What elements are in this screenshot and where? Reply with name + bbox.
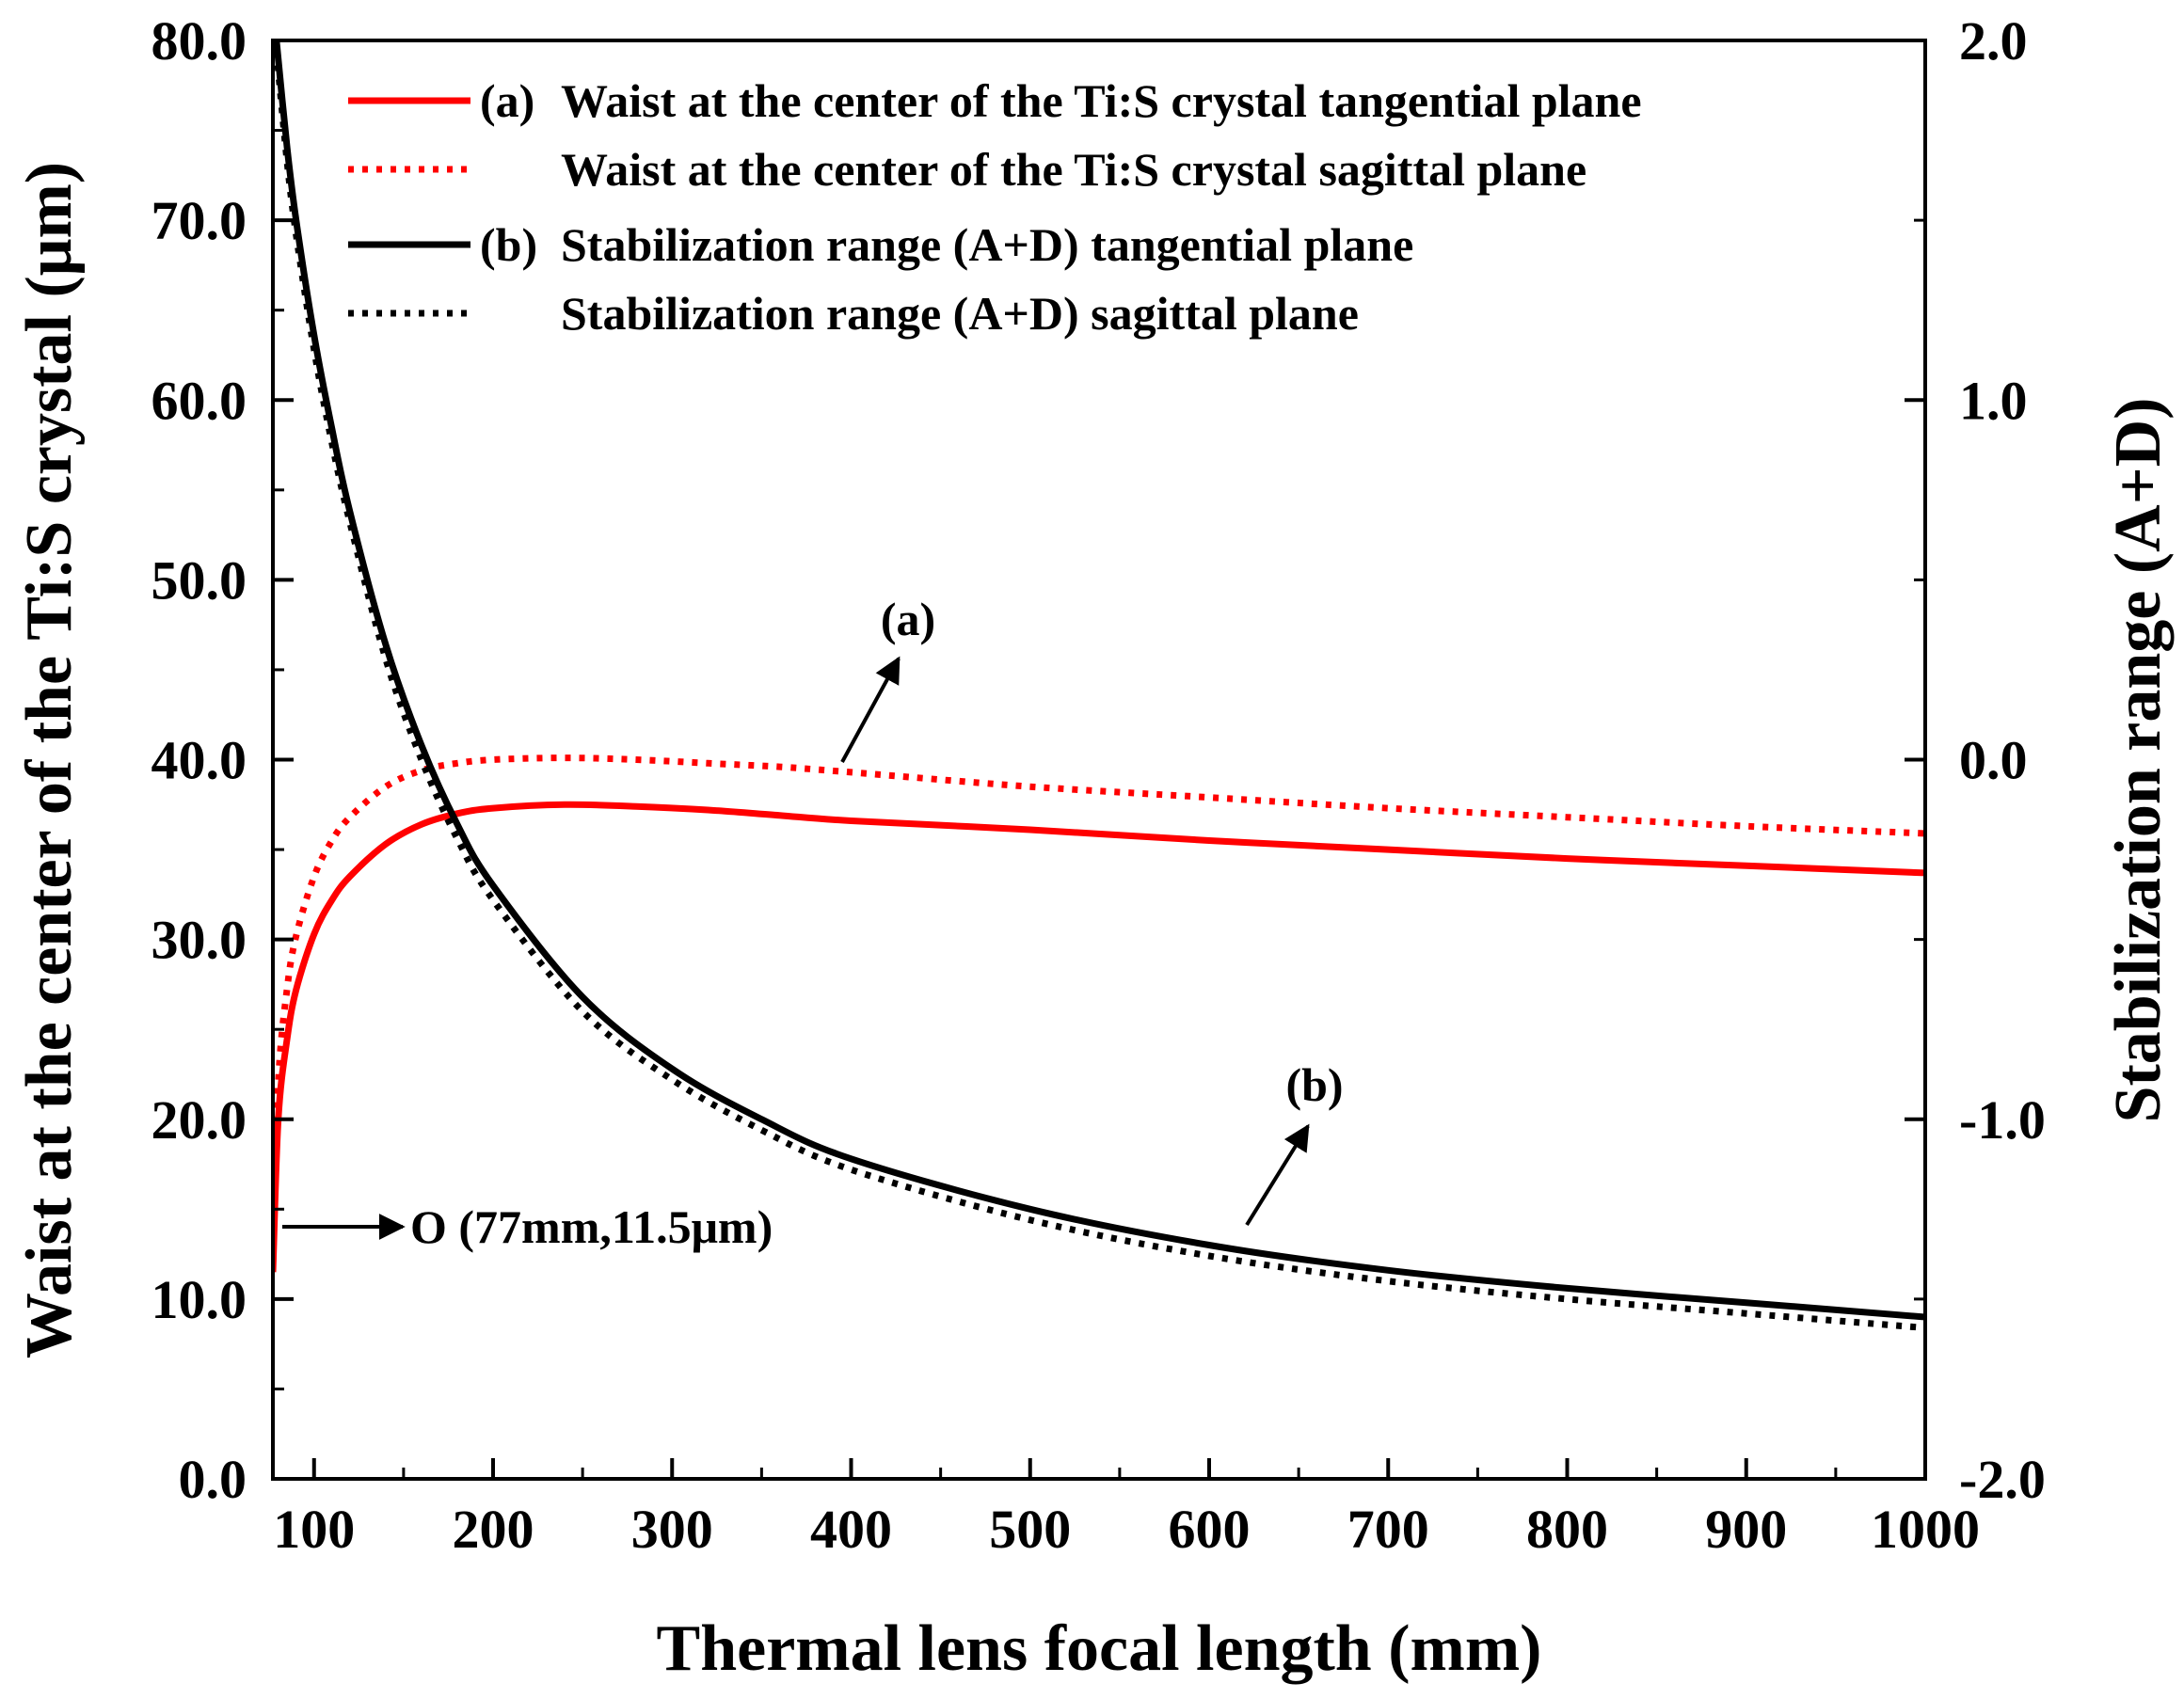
y-axis-left: 0.0 10.0 20.0 30.0 40.0 50.0 60.0 70.0 80.0 [151, 10, 294, 1510]
x-tick-label-500: 500 [989, 1499, 1071, 1560]
x-tick-label-100: 100 [273, 1499, 355, 1560]
y-left-tick-label-10: 10.0 [151, 1269, 247, 1330]
y-left-tick-label-70: 70.0 [151, 190, 247, 251]
y-right-tick-label--2: -2.0 [1959, 1449, 2046, 1510]
annotation-label-b: (b) [1285, 1058, 1343, 1111]
series-a-tangential-line [273, 801, 1925, 1273]
y-axis-left-title: Waist at the center of the Ti:S crystal … [13, 162, 86, 1358]
y-left-tick-label-0: 0.0 [179, 1449, 247, 1510]
y-left-tick-label-20: 20.0 [151, 1089, 247, 1151]
annotations: (a) (b) O (77mm,11.5μm) [282, 593, 1344, 1253]
legend-prefix-a: (a) [480, 74, 534, 127]
legend-label-a-sagittal: Waist at the center of the Ti:S crystal … [561, 143, 1586, 196]
annotation-arrow-a [840, 656, 901, 763]
legend-label-b-tangential: Stabilization range (A+D) tangential pla… [561, 218, 1413, 271]
x-tick-label-300: 300 [631, 1499, 713, 1560]
legend-prefix-b: (b) [480, 218, 537, 271]
x-tick-label-700: 700 [1347, 1499, 1429, 1560]
x-axis-title: Thermal lens focal length (mm) [657, 1612, 1542, 1685]
x-tick-label-900: 900 [1705, 1499, 1787, 1560]
y-left-tick-label-80: 80.0 [151, 10, 247, 71]
legend-label-a-tangential: Waist at the center of the Ti:S crystal … [561, 74, 1642, 127]
y-right-tick-label--1: -1.0 [1959, 1089, 2046, 1151]
annotation-label-origin: O (77mm,11.5μm) [410, 1200, 773, 1253]
y-axis-right: -2.0 -1.0 0.0 1.0 2.0 [1905, 10, 2046, 1510]
y-left-tick-label-30: 30.0 [151, 910, 247, 971]
x-tick-label-600: 600 [1169, 1499, 1251, 1560]
x-axis: 100 200 300 400 500 600 700 800 900 1000 [273, 1458, 1980, 1560]
series-layer [273, 40, 1925, 1331]
series-b-tangential-line [273, 40, 1925, 1321]
y-left-tick-label-60: 60.0 [151, 370, 247, 431]
y-right-tick-label-1: 1.0 [1959, 370, 2028, 431]
y-left-tick-label-40: 40.0 [151, 730, 247, 791]
y-left-tick-label-50: 50.0 [151, 549, 247, 611]
annotation-label-a: (a) [881, 593, 935, 645]
x-tick-label-800: 800 [1526, 1499, 1608, 1560]
x-tick-label-400: 400 [810, 1499, 892, 1560]
y-right-tick-label-2: 2.0 [1959, 10, 2028, 71]
legend-label-b-sagittal: Stabilization range (A+D) sagittal plane [561, 287, 1359, 340]
series-a-sagittal-line [273, 754, 1925, 1263]
annotation-arrow-b [1245, 1123, 1310, 1227]
y-right-tick-label-0: 0.0 [1959, 730, 2028, 791]
y-axis-right-title: Stabilization range (A+D) [2102, 398, 2175, 1123]
legend: (a) Waist at the center of the Ti:S crys… [348, 74, 1642, 340]
x-tick-label-200: 200 [453, 1499, 534, 1560]
x-tick-label-1000: 1000 [1871, 1499, 1980, 1560]
